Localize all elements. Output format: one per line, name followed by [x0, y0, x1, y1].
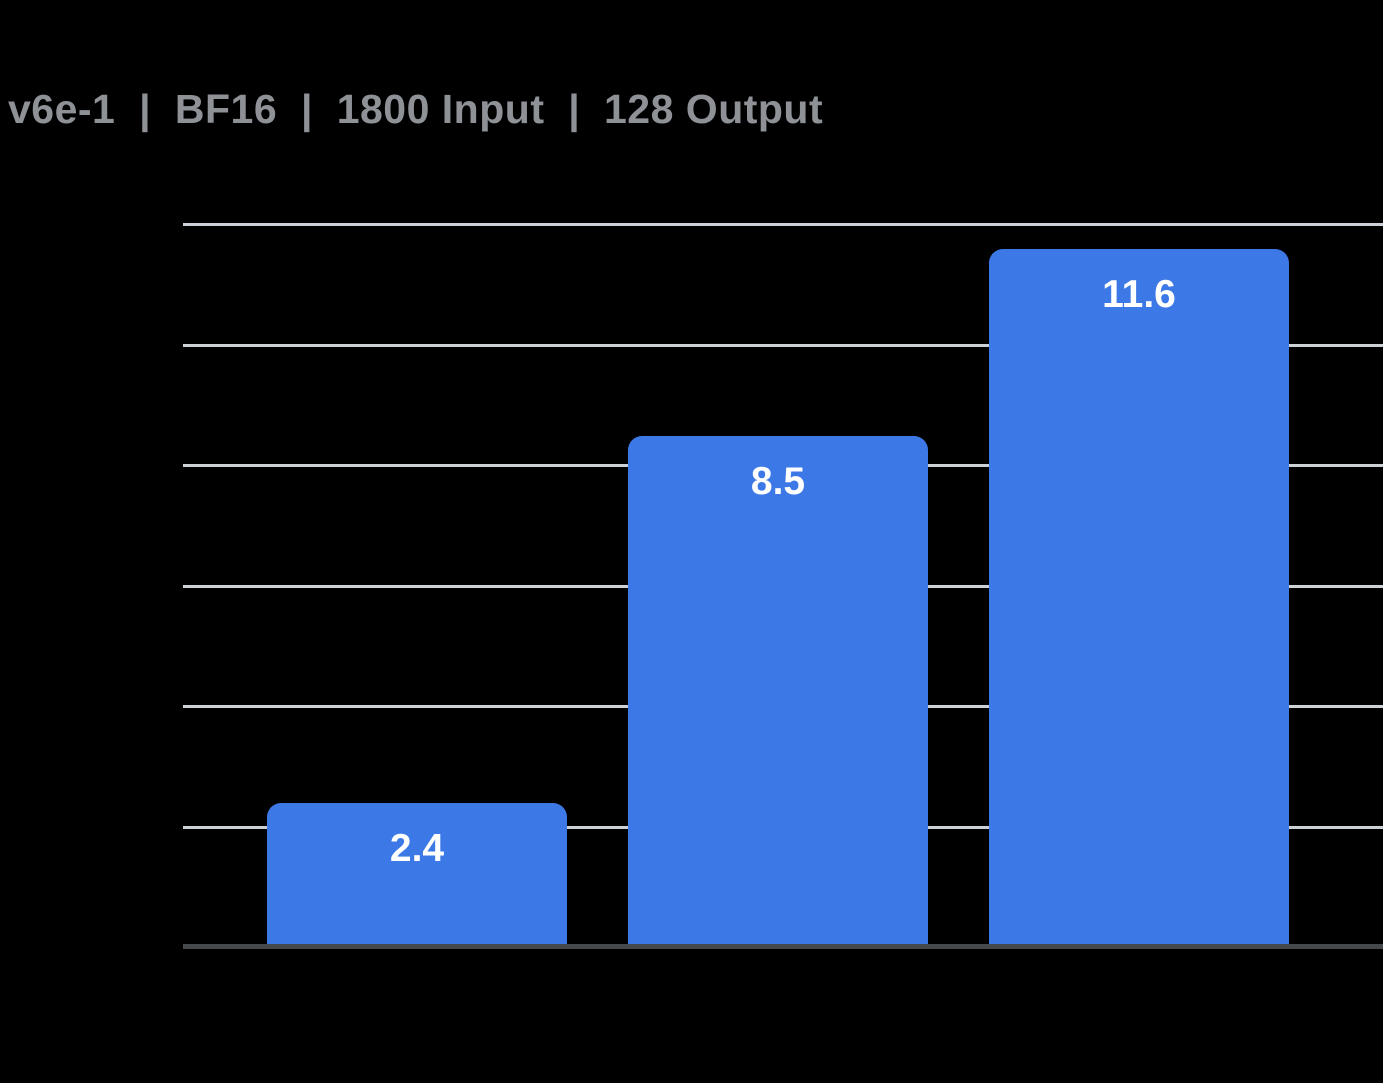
bars-container: 2.4 8.5 11.6 — [183, 225, 1383, 948]
chart-title: v6e-1 | BF16 | 1800 Input | 128 Output — [8, 86, 824, 132]
bar-value-label: 11.6 — [1102, 273, 1176, 317]
bar: 8.5 — [628, 435, 928, 948]
x-axis-line — [183, 944, 1383, 949]
bar: 11.6 — [989, 249, 1289, 948]
bar-value-label: 8.5 — [750, 459, 806, 503]
gridline — [183, 343, 1383, 347]
bar-value-label: 2.4 — [389, 827, 445, 871]
plot-area: 2.4 8.5 11.6 — [183, 223, 1383, 949]
bar: 2.4 — [267, 803, 567, 948]
gridline — [183, 223, 1383, 226]
